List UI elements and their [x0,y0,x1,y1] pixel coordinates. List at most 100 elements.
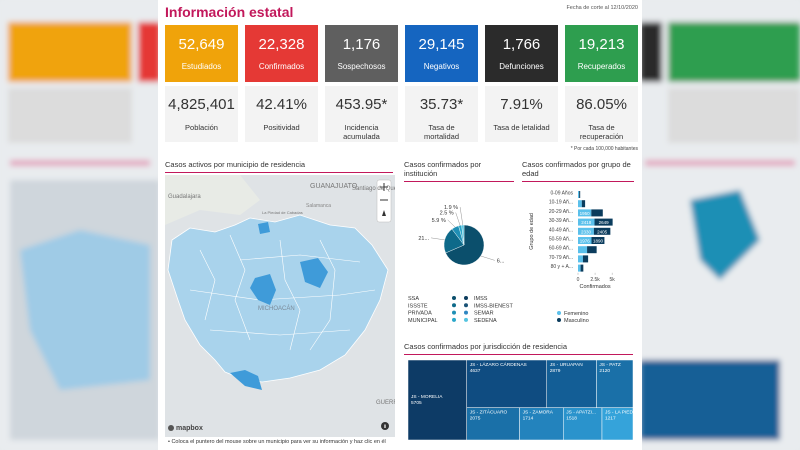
rate-card: 7.91% Tasa de letalidad [485,86,558,142]
card-value: 22,328 [258,36,305,53]
x-tick-label: 5k [610,277,616,283]
rate-value: 42.41% [256,96,307,113]
map-label: MICHOACÁN [258,305,295,312]
bar-segment [587,246,597,254]
card-label: Estudiados [181,62,222,71]
pie-label: 1.9 % [444,205,458,211]
leader-line [459,207,464,226]
legend-label: SSA [408,296,419,302]
x-axis-label: Confirmados [579,284,610,290]
bar-segment [580,264,584,272]
rate-card: 453.95* Incidencia acumulada [325,86,398,142]
rate-value: 4,825,401 [168,96,235,113]
tile-value: 1217 [605,416,616,422]
legend-label: Femenino [564,311,588,317]
treemap-tile [466,407,520,441]
map-label: Salamanca [306,203,331,209]
bar-segment [591,209,603,217]
pie-label: 2.5 % [440,211,454,217]
cut-date: Fecha de corte al 12/10/2020 [566,5,638,11]
rate-card: 42.41% Positividad [245,86,318,142]
page-title: Información estatal [165,4,294,20]
rate-value: 7.91% [500,96,543,113]
legend-dot [464,317,468,322]
legend-dot [452,310,456,315]
leader-line [455,212,461,226]
map-label: GUERRERO [376,400,411,406]
y-tick-label: 70-79 Añ... [549,255,573,261]
map-label: Guadalajara [168,194,201,200]
legend-label: IMSS [474,296,488,302]
y-tick-label: 40-49 Añ... [549,227,573,233]
bar-segment [578,227,594,235]
legend-dot [557,311,561,315]
legend-dot [464,310,468,315]
tile-value: 2120 [599,368,610,374]
tile-label: JS - PATZ [599,362,620,368]
x-tick-label: 2.5k [590,277,600,283]
legend-label: MUNICIPAL [408,318,438,324]
y-tick-label: 20-29 Añ... [549,209,573,215]
y-tick-label: 60-69 Añ... [549,246,573,252]
legend-dot [557,318,561,322]
rate-label: Tasa de mortalidad [423,123,460,141]
leader-line [447,219,456,228]
rate-label: Población [185,123,218,132]
tile-label: JS - MORELIA [411,394,443,400]
stat-card: 19,213 Recuperados [565,25,638,82]
bar-label: 2649 [599,220,610,225]
map-note: • Coloca el puntero del mouse sobre un m… [168,439,386,445]
tile-label: JS - URUAPAN [550,362,583,368]
stat-card: 29,145 Negativos [405,25,478,82]
tile-label: JS - LA PIEDAD [605,410,640,416]
bar-segment [593,227,611,235]
footnote: * Por cada 100,000 habitantes [570,146,638,152]
card-value: 29,145 [418,36,465,53]
map-logo: mapbox [176,425,203,432]
tile-value: 2075 [470,416,481,422]
rate-card: 35.73* Tasa de mortalidad [405,86,478,142]
treemap-tile [563,407,603,441]
bar-segment [579,191,581,198]
stat-card: 1,176 Sospechosos [325,25,398,82]
pie-label: 5.9 % [432,218,446,224]
bar-label: 2330 [581,229,592,234]
stat-card: 1,766 Defunciones [485,25,558,82]
card-value: 1,176 [342,36,381,53]
rate-value: 35.73* [419,96,464,113]
tile-value: 4637 [470,368,481,374]
map: GUANAJUATO Guadalajara Salamanca Santiago d… [165,175,411,437]
legend-dot [452,303,456,308]
tile-label: JS - ZITÁCUARO [470,409,508,416]
bar-segment [581,200,586,208]
tile-value: 2879 [550,368,561,374]
bar-segment [578,237,592,244]
tile-label: JS - ZAMORA [523,410,554,416]
bar-label: 2418 [581,220,592,225]
bar-label: 2405 [597,229,608,234]
treemap-tile [466,359,547,408]
bar-label: 1890 [593,239,604,244]
pie-label: 6... [497,258,505,264]
card-value: 52,649 [178,36,225,53]
rate-label: Positividad [263,123,300,132]
rate-label: Incidencia acumulada [343,123,380,141]
legend-label: SEDENA [474,318,497,324]
bar-segment [578,218,595,226]
rate-card: 86.05% Tasa de recuperación [565,86,638,142]
tile-label: JS - LÁZARO CÁRDENAS [470,361,527,368]
legend-dot [464,303,468,308]
leader-line [480,255,495,261]
legend-label: Masculino [564,318,589,324]
legend-label: ISSSTE [408,303,428,309]
rate-value: 453.95* [335,96,388,113]
bar-segment [578,200,582,208]
pie-label: 21... [418,236,429,242]
card-label: Sospechosos [337,62,386,71]
y-axis-label: Grupo de edad [529,213,535,250]
card-value: 19,213 [578,36,625,53]
y-tick-label: 30-39 Añ... [549,218,573,224]
bar-segment [578,209,592,217]
